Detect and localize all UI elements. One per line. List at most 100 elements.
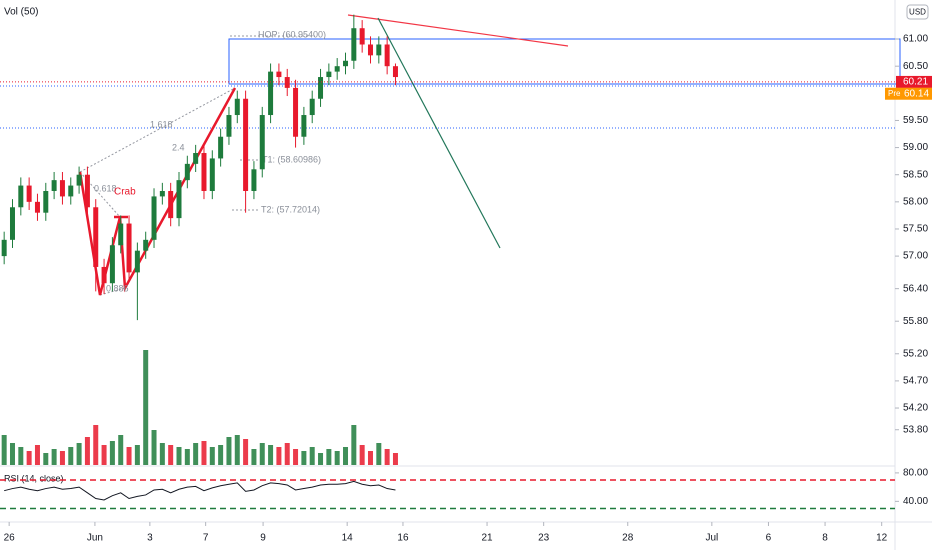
volume-bar — [134, 445, 140, 465]
y-tick-label: 58.00 — [903, 196, 928, 207]
candle-body — [226, 115, 232, 137]
candle-body — [84, 174, 90, 208]
volume-bar — [184, 449, 190, 465]
candle-body — [184, 163, 190, 181]
volume-bar — [159, 443, 165, 465]
volume-bar — [143, 350, 149, 465]
premarket-box — [905, 87, 932, 100]
candle-body — [51, 180, 57, 191]
volume-bar — [293, 449, 299, 465]
candle-body — [43, 190, 49, 213]
candle-body — [284, 77, 290, 88]
x-tick-label: 14 — [342, 533, 354, 544]
candle-body — [76, 174, 82, 186]
volume-bar — [93, 425, 99, 465]
volume-bar — [176, 447, 182, 465]
annotation: 2.4 — [172, 142, 185, 152]
volume-bar — [226, 437, 232, 465]
candle-body — [9, 207, 15, 240]
annotation: Crab — [114, 187, 136, 198]
candle-body — [293, 87, 299, 137]
x-tick-label: Jun — [87, 533, 103, 544]
candle-body — [1, 239, 7, 257]
candle-body — [201, 153, 207, 191]
pattern-guide — [79, 87, 236, 173]
x-tick-label: 3 — [147, 533, 153, 544]
candle-body — [376, 44, 382, 56]
volume-bar — [367, 451, 373, 465]
y-tick-label: 54.20 — [903, 403, 928, 414]
x-tick-label: 16 — [397, 533, 409, 544]
volume-bar — [234, 435, 240, 465]
trend-line — [377, 17, 501, 249]
currency: USD — [909, 8, 926, 17]
y-tick-label: 57.50 — [903, 224, 928, 235]
candle-body — [34, 201, 40, 213]
y-tick-label: 61.00 — [903, 34, 928, 45]
x-tick-label: 23 — [538, 533, 550, 544]
volume-bar — [218, 445, 224, 465]
x-tick-label: 9 — [260, 533, 266, 544]
volume-bar — [251, 449, 257, 465]
candle-body — [218, 136, 224, 159]
volume-bar — [309, 447, 315, 465]
candle-body — [343, 60, 349, 67]
volume-bar — [326, 449, 332, 465]
volume-bar — [384, 449, 390, 465]
candle-body — [367, 44, 373, 56]
volume-bar — [334, 451, 340, 465]
volume-bar — [284, 443, 290, 465]
volume-bar — [276, 447, 282, 465]
volume-bar — [259, 443, 265, 465]
candle-body — [318, 77, 324, 99]
candle-body — [251, 169, 257, 191]
candle-body — [392, 66, 398, 78]
candle-body — [101, 266, 107, 284]
y-tick-label: 56.40 — [903, 283, 928, 294]
volume-bar — [351, 425, 357, 465]
candle-body — [26, 185, 32, 202]
volume-bar — [301, 451, 307, 465]
candle-body — [351, 28, 357, 61]
candle-body — [68, 185, 74, 197]
x-tick-label: 6 — [766, 533, 772, 544]
candle-body — [151, 196, 157, 240]
volume-bar — [359, 445, 365, 465]
candle-body — [168, 190, 174, 219]
volume-bar — [109, 441, 115, 465]
volume-bar — [193, 443, 199, 465]
candle-body — [234, 98, 240, 116]
candle-body — [243, 98, 249, 191]
y-tick-label: 53.80 — [903, 424, 928, 435]
candle-body — [18, 185, 24, 208]
volume-bar — [318, 453, 324, 465]
candle-body — [134, 250, 140, 273]
y-tick-label: 59.00 — [903, 142, 928, 153]
rsi-tick-label: 40.00 — [903, 496, 928, 507]
volume-bar — [168, 445, 174, 465]
rsi-tick-label: 80.00 — [903, 468, 928, 479]
y-tick-label: 59.50 — [903, 115, 928, 126]
y-tick-label: 57.00 — [903, 251, 928, 262]
volume-bar — [26, 451, 32, 465]
last-price-box — [896, 75, 932, 88]
volume-bar — [101, 445, 107, 465]
candle-body — [209, 158, 215, 191]
volume-bar — [209, 447, 215, 465]
volume-bar — [9, 443, 15, 465]
volume-bar — [18, 447, 24, 465]
candle-body — [301, 115, 307, 137]
candle-body — [384, 44, 390, 67]
volume-bar — [151, 430, 157, 465]
x-tick-label: 28 — [622, 533, 634, 544]
volume-bar — [68, 447, 74, 465]
candle-body — [176, 180, 182, 219]
annotation: 1.618 — [150, 119, 173, 129]
target-box — [228, 38, 901, 85]
candle-body — [126, 223, 132, 273]
volume-bar — [1, 435, 7, 465]
trend-line — [347, 14, 569, 47]
y-tick-label: 55.20 — [903, 348, 928, 359]
